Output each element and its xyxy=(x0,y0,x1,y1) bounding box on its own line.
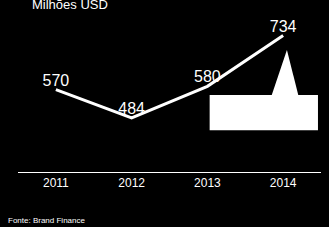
svg-text:2014: 2014 xyxy=(270,176,297,190)
svg-text:484: 484 xyxy=(118,100,145,117)
svg-text:570: 570 xyxy=(43,72,70,89)
svg-text:Milhões USD: Milhões USD xyxy=(32,0,108,12)
svg-text:Fonte: Brand Finance: Fonte: Brand Finance xyxy=(8,216,85,225)
svg-text:2013: 2013 xyxy=(194,176,221,190)
svg-text:734: 734 xyxy=(270,18,297,35)
svg-text:2011: 2011 xyxy=(43,176,69,190)
svg-text:580: 580 xyxy=(194,68,221,85)
svg-text:2012: 2012 xyxy=(118,176,145,190)
